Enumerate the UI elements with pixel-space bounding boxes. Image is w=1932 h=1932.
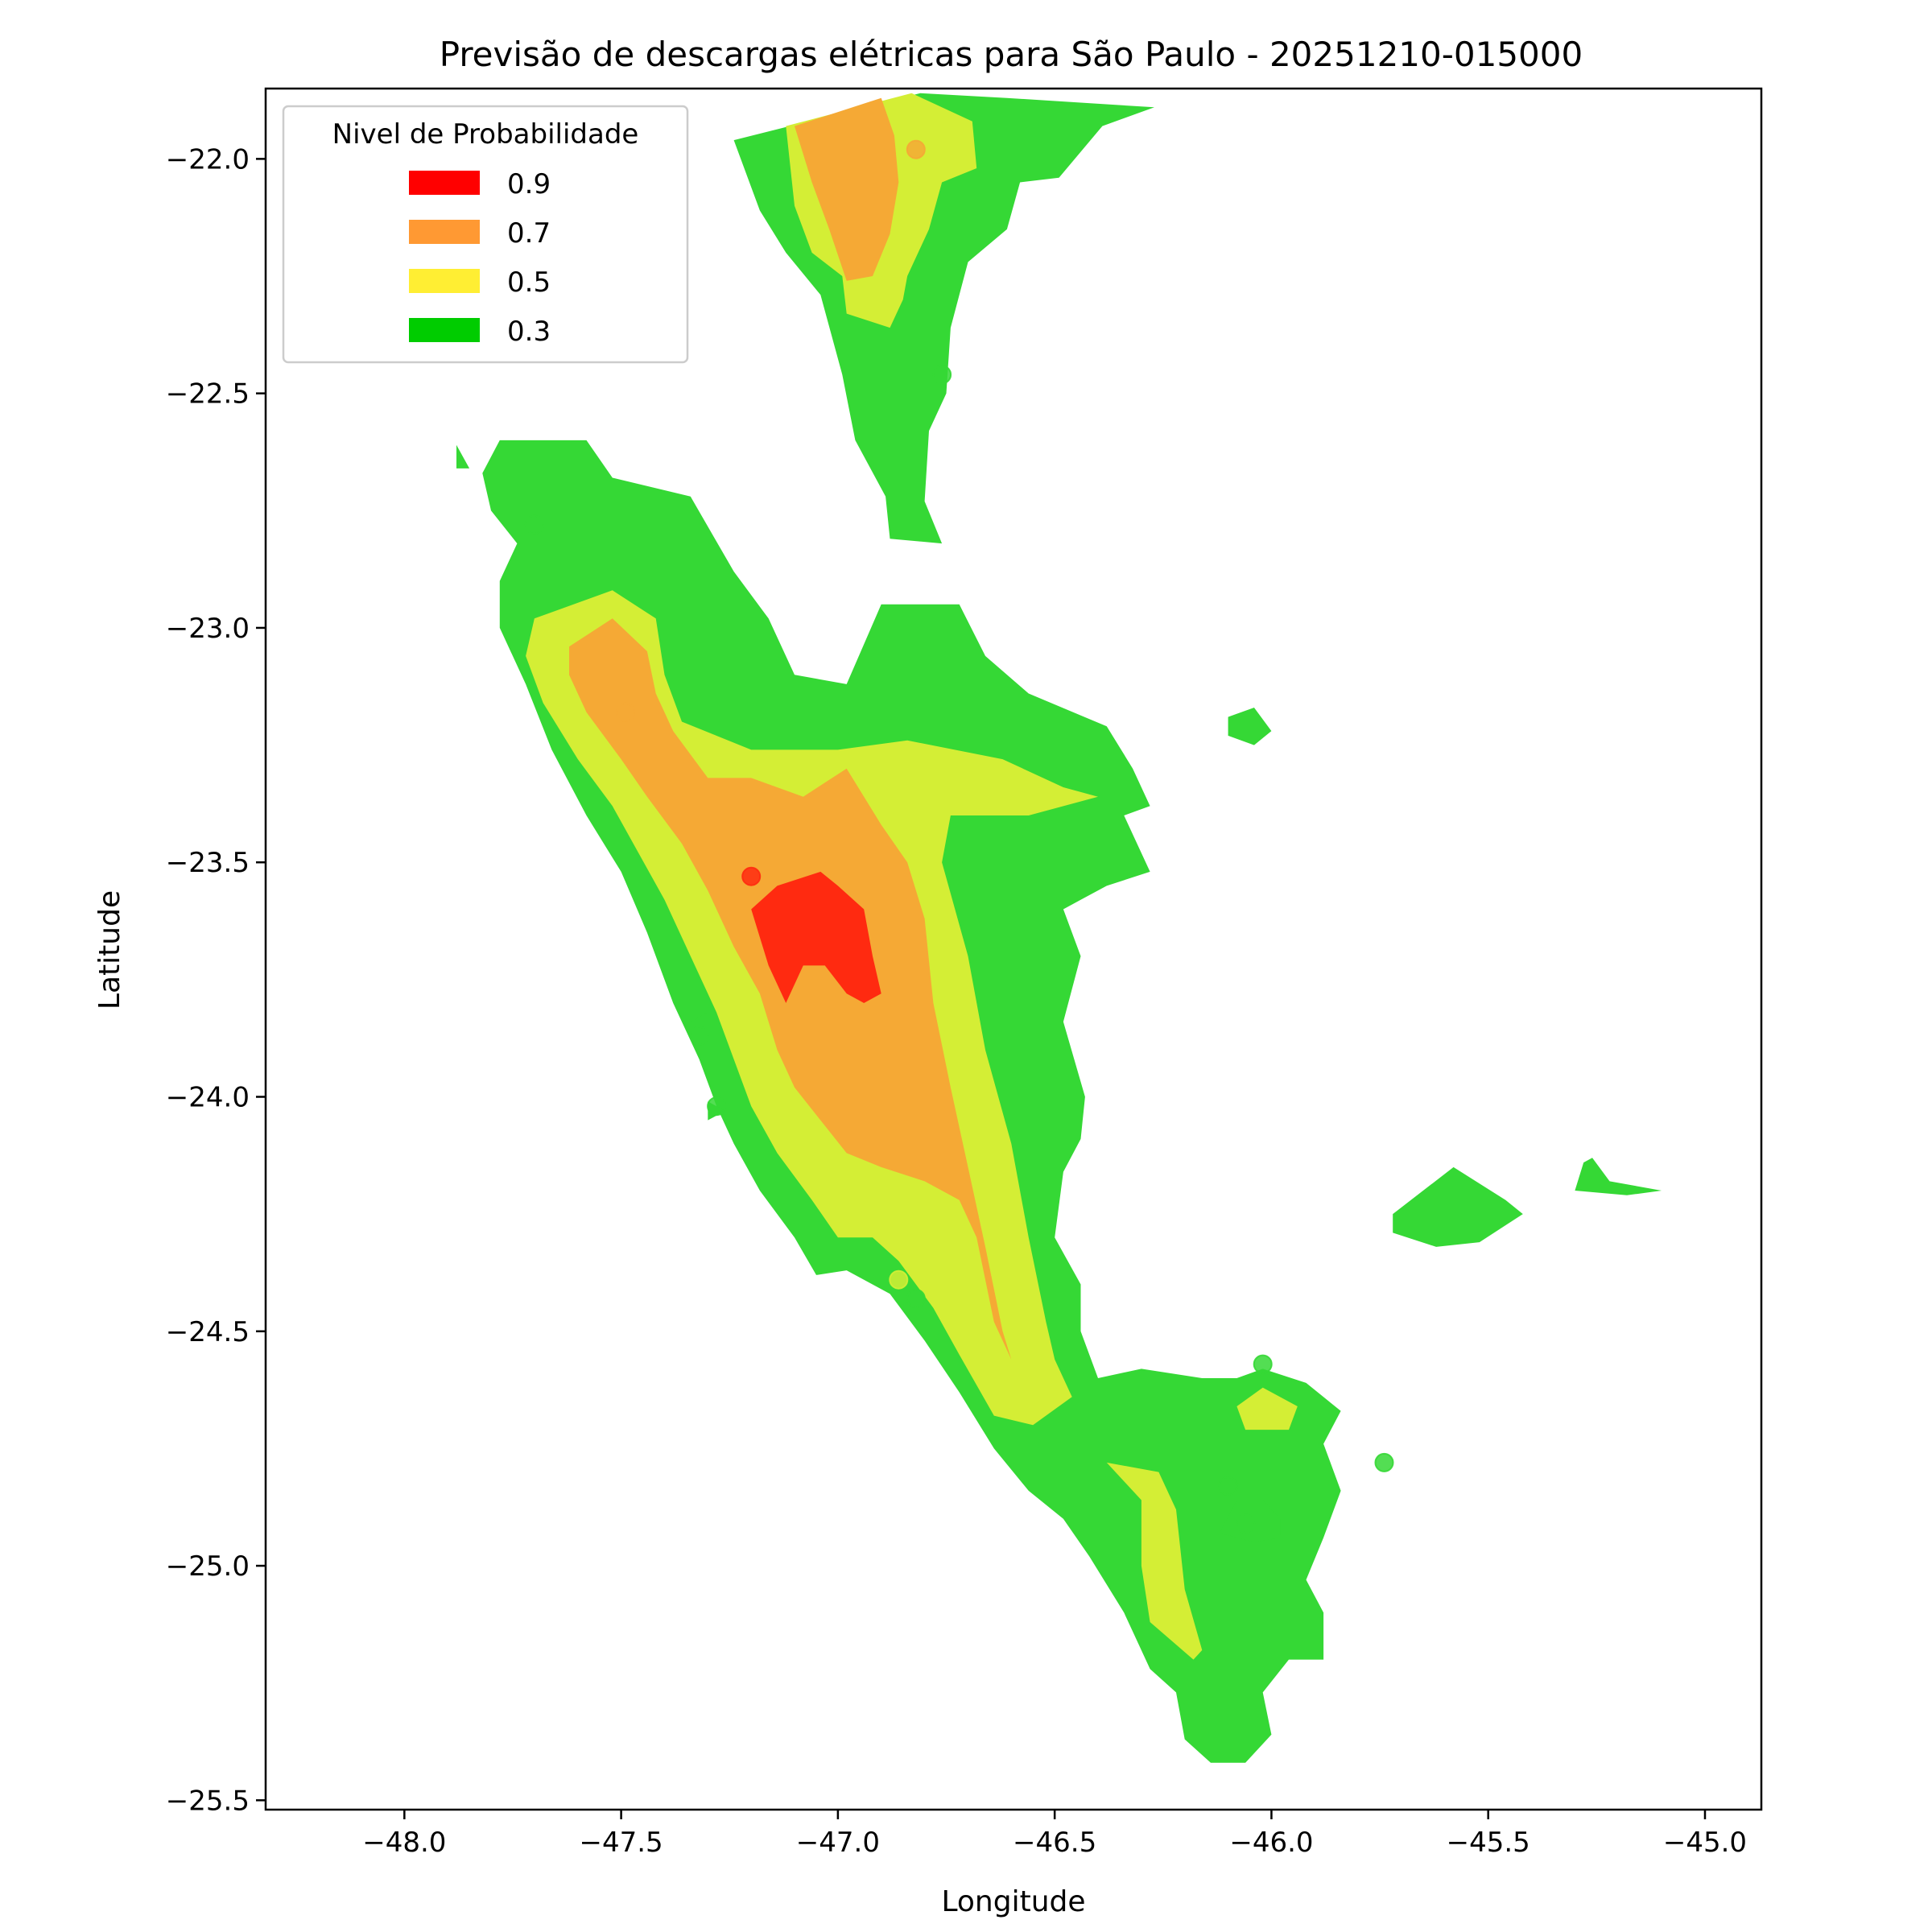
strike-marker-0 — [906, 139, 926, 159]
strike-marker-6 — [707, 1096, 727, 1117]
strike-marker-10 — [1374, 1452, 1394, 1472]
x-tick-label-3: −46.5 — [1013, 1827, 1096, 1859]
strike-marker-11 — [1218, 1476, 1238, 1496]
region-03-7 — [1393, 1166, 1523, 1247]
y-tick-label-5: −24.5 — [166, 1316, 250, 1348]
region-03-13 — [456, 444, 470, 469]
y-axis: −22.0 −22.5 −23.0 −23.5 −24.0 −24.5 −25.0 −25.5 — [166, 143, 266, 1817]
legend-swatch-0 — [409, 171, 480, 195]
legend-swatch-1 — [409, 220, 480, 244]
y-tick-label-1: −22.5 — [166, 378, 250, 411]
legend-swatch-2 — [409, 269, 480, 293]
strike-marker-2 — [524, 514, 544, 535]
legend-label-1: 0.7 — [507, 217, 551, 250]
probability-regions — [456, 93, 1662, 1763]
x-tick-label-2: −47.0 — [796, 1827, 880, 1859]
y-tick-label-6: −25.0 — [166, 1550, 250, 1583]
x-tick-label-4: −46.0 — [1229, 1827, 1313, 1859]
strike-marker-5 — [689, 1026, 709, 1046]
legend-title: Nivel de Probabilidade — [332, 118, 639, 151]
x-tick-label-5: −45.5 — [1447, 1827, 1530, 1859]
chart-title: Previsão de descargas elétricas para São… — [440, 35, 1583, 74]
y-axis-label: Latitude — [93, 890, 126, 1009]
region-03-12 — [1228, 708, 1272, 745]
region-05-9 — [1236, 1387, 1298, 1430]
x-axis: −48.0 −47.5 −47.0 −46.5 −46.0 −45.5 −45.0 — [362, 1810, 1747, 1859]
strike-marker-12 — [1236, 1513, 1256, 1534]
y-tick-label-3: −23.5 — [166, 847, 250, 879]
strike-marker-7 — [889, 1269, 909, 1290]
strike-marker-4 — [741, 866, 762, 886]
strike-marker-9 — [1253, 1354, 1273, 1374]
legend-label-3: 0.3 — [507, 316, 551, 348]
plot-frame — [264, 87, 1763, 1811]
region-05-10 — [1106, 1462, 1203, 1660]
strike-marker-3 — [616, 702, 635, 722]
x-tick-label-1: −47.5 — [580, 1827, 663, 1859]
strike-marker-8 — [906, 1289, 926, 1308]
region-03-8 — [1575, 1158, 1662, 1195]
legend: Nivel de Probabilidade 0.9 0.7 0.5 0.3 — [282, 105, 689, 364]
strike-markers — [524, 139, 1394, 1534]
x-tick-label-6: −45.0 — [1663, 1827, 1747, 1859]
x-axis-label: Longitude — [941, 1885, 1085, 1918]
legend-box — [282, 105, 689, 364]
legend-label-2: 0.5 — [507, 266, 551, 299]
y-tick-label-7: −25.5 — [166, 1785, 250, 1817]
y-tick-label-2: −23.0 — [166, 613, 250, 645]
x-tick-label-0: −48.0 — [362, 1827, 446, 1859]
region-07-2 — [795, 97, 899, 281]
legend-swatch-3 — [409, 318, 480, 342]
strike-marker-1 — [932, 365, 952, 385]
legend-label-0: 0.9 — [507, 168, 551, 200]
y-tick-label-0: −22.0 — [166, 143, 250, 175]
y-tick-label-4: −24.0 — [166, 1082, 250, 1114]
region-09-6 — [751, 871, 881, 1003]
